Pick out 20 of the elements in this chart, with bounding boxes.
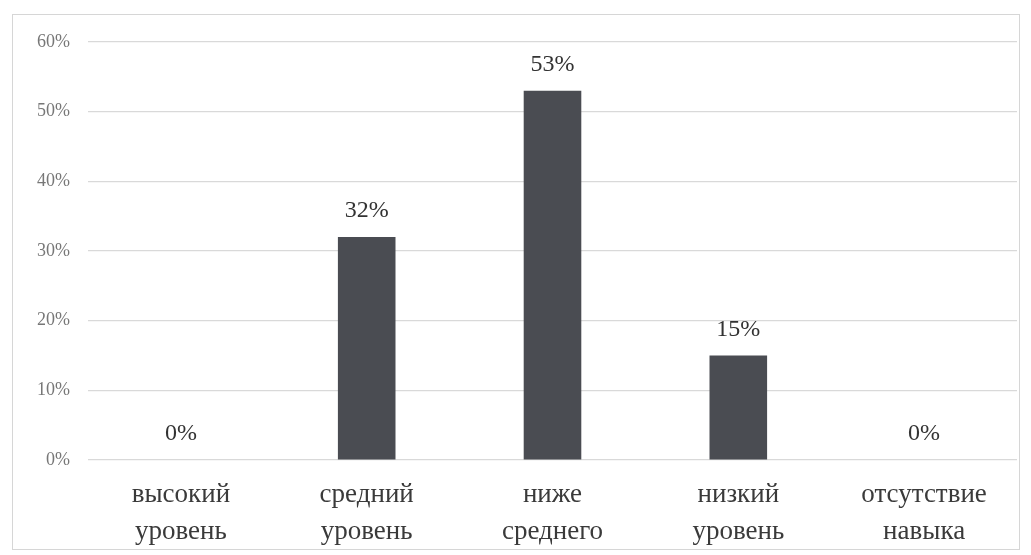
- y-tick-label: 20%: [37, 309, 70, 330]
- y-tick-label: 30%: [37, 239, 70, 260]
- data-label: 0%: [164, 419, 197, 446]
- y-tick-label: 0%: [46, 448, 70, 469]
- data-label: 32%: [344, 196, 389, 223]
- y-tick-label: 40%: [37, 170, 70, 191]
- y-tick-label: 10%: [37, 379, 70, 400]
- x-tick-label: высокий уровень: [131, 478, 231, 545]
- x-tick-label: средний уровень: [319, 478, 414, 545]
- x-tick-label: отсутствие навыка: [861, 478, 987, 545]
- bar: [337, 237, 396, 460]
- bar: [523, 90, 582, 460]
- bar: [709, 355, 768, 460]
- x-tick-label: ниже среднего: [501, 478, 604, 545]
- data-label: 53%: [530, 50, 575, 77]
- y-tick-label: 50%: [37, 100, 70, 121]
- y-tick-label: 60%: [37, 30, 70, 51]
- data-label: 15%: [716, 314, 761, 341]
- x-tick-label: низкий уровень: [692, 478, 785, 545]
- data-label: 0%: [908, 419, 941, 446]
